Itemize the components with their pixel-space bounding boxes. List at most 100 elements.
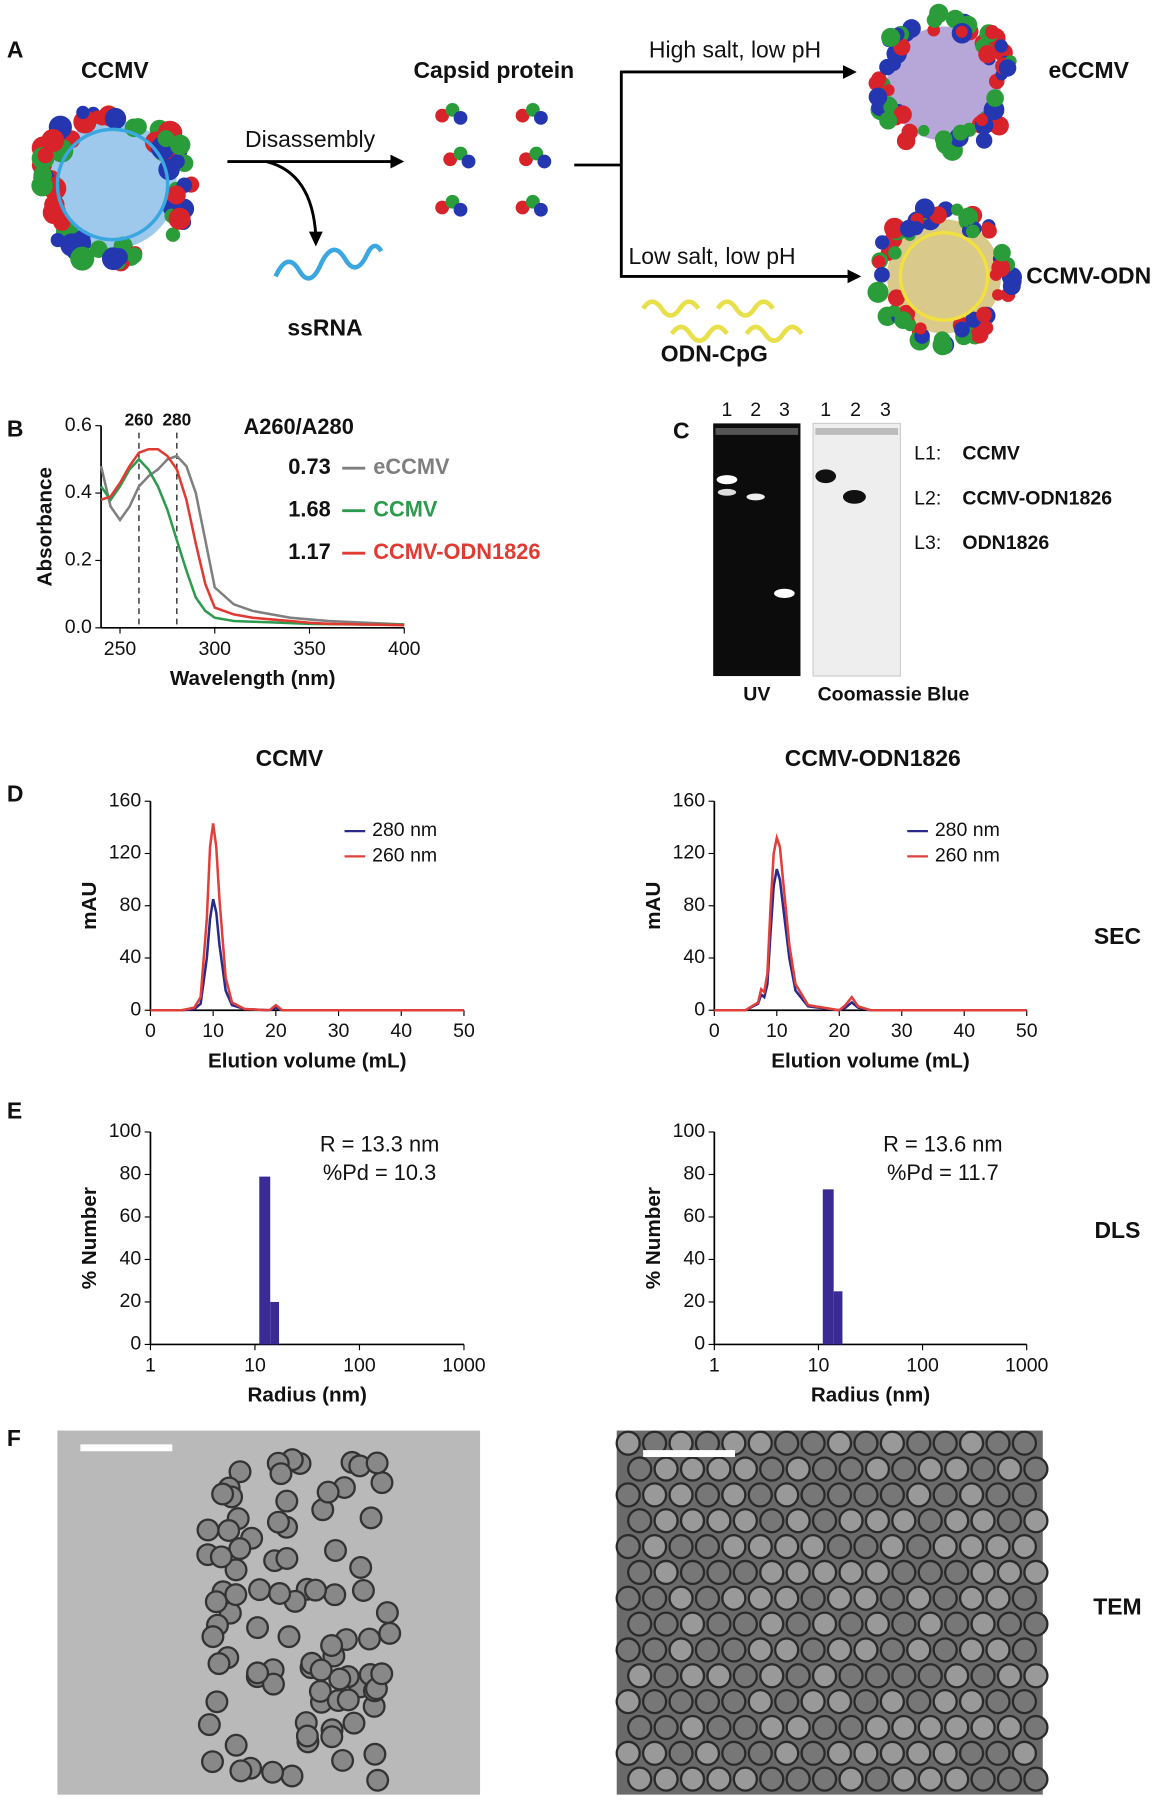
tem-particle	[1023, 1663, 1049, 1689]
tem-particle	[996, 1508, 1023, 1534]
column-title: CCMV	[256, 745, 324, 771]
protein-blob	[453, 202, 468, 217]
ssrna-icon	[273, 243, 384, 281]
x-tick-label: 1	[145, 1354, 156, 1376]
tem-particle	[800, 1533, 826, 1560]
tem-particle	[917, 1766, 943, 1792]
tem-particle	[679, 1508, 706, 1534]
tem-particle	[853, 1688, 879, 1715]
capsid-subunit	[955, 25, 968, 38]
y-tick-label: 60	[683, 1205, 705, 1227]
capsid-subunit	[50, 232, 65, 248]
tem-particle	[906, 1688, 932, 1715]
gel-bands	[715, 427, 899, 598]
tem-particle	[864, 1714, 891, 1741]
tem-particle	[668, 1482, 694, 1508]
tem-particle	[891, 1456, 917, 1482]
tem-particle	[269, 1462, 293, 1486]
x-tick-label: 50	[453, 1020, 475, 1042]
legend-label: 280 nm	[372, 819, 437, 841]
row-label: DLS	[1094, 1217, 1140, 1243]
tem-particle	[1011, 1482, 1038, 1508]
tem-particle	[277, 1625, 301, 1649]
gel-legend-lane: L1:	[914, 443, 941, 465]
x-axis-label: Elution volume (mL)	[771, 1049, 970, 1072]
y-axis-label: % Number	[78, 1187, 101, 1289]
tem-particle	[826, 1533, 853, 1560]
tem-particle	[879, 1740, 905, 1766]
tem-particle	[706, 1559, 732, 1586]
y-tick-label: 20	[120, 1290, 142, 1312]
y-tick-label: 80	[683, 894, 705, 916]
tem-particle	[275, 1489, 299, 1513]
tem-particle	[1011, 1637, 1038, 1663]
capsid-subunit	[991, 258, 1011, 278]
capsid-subunit	[952, 124, 969, 141]
x-axis-label: Radius (nm)	[811, 1384, 930, 1407]
marker-label: 260	[125, 410, 154, 430]
tem-particle	[365, 1451, 389, 1475]
lane-number: 1	[722, 399, 733, 421]
tem-particle	[932, 1585, 958, 1611]
scheme-label: Low salt, low pH	[628, 243, 795, 269]
tem-particle	[679, 1611, 706, 1637]
tem-particle	[679, 1766, 706, 1792]
capsid-subunit	[986, 89, 1004, 107]
tem-particle	[732, 1663, 758, 1689]
capsid-subunit	[951, 203, 964, 216]
bar	[822, 1189, 834, 1345]
capsid-subunit	[926, 12, 943, 28]
tem-image	[57, 1430, 481, 1795]
tem-particle	[932, 1688, 958, 1715]
tem-particle	[706, 1456, 732, 1482]
scheme-label: ssRNA	[287, 314, 362, 340]
tem-particle	[879, 1688, 905, 1715]
y-tick-label: 100	[673, 1120, 706, 1142]
tem-particle	[996, 1456, 1023, 1482]
protein-blob	[453, 111, 468, 125]
tem-particle	[615, 1740, 641, 1766]
capsid-subunit	[41, 129, 65, 153]
tem-particle	[944, 1559, 970, 1586]
capsid-subunit	[166, 185, 186, 205]
capsid-protein-icon	[435, 194, 468, 217]
tem-particle	[331, 1748, 355, 1772]
tem-particle	[970, 1663, 996, 1689]
tem-particle	[785, 1611, 811, 1637]
tem-particle	[879, 1533, 905, 1560]
tem-particle	[853, 1482, 879, 1508]
tem-particle	[615, 1533, 641, 1560]
tem-particle	[246, 1616, 270, 1640]
arrowhead	[847, 269, 862, 284]
tem-particle	[958, 1482, 985, 1508]
tem-particle	[785, 1508, 811, 1534]
tem-particle	[853, 1740, 879, 1766]
tem-particle	[627, 1559, 653, 1586]
tem-particle	[800, 1430, 826, 1456]
panel-label: C	[673, 418, 690, 444]
x-tick-label: 30	[891, 1020, 913, 1042]
y-tick-label: 120	[109, 842, 142, 864]
tem-particle	[891, 1663, 917, 1689]
y-axis-label: % Number	[642, 1187, 665, 1289]
tem-particle	[747, 1533, 773, 1560]
protein-blob	[534, 202, 548, 217]
protein-blob	[534, 111, 548, 125]
tem-particle	[246, 1661, 270, 1685]
tem-particle	[732, 1559, 758, 1586]
tem-particle	[838, 1611, 864, 1637]
tem-particle	[375, 1601, 399, 1625]
tem-particle	[209, 1545, 233, 1569]
capsid-subunit	[169, 134, 191, 156]
tem-particle	[932, 1637, 958, 1663]
protein-blob	[435, 108, 450, 123]
protein-blob	[515, 200, 530, 215]
y-tick-label: 80	[683, 1163, 705, 1185]
x-tick-label: 20	[265, 1020, 287, 1042]
tem-particle	[668, 1688, 694, 1715]
tem-particle	[653, 1508, 679, 1534]
tem-particle	[864, 1611, 891, 1637]
tem-particle	[932, 1740, 958, 1766]
tem-particle	[694, 1740, 721, 1766]
protein-blob	[515, 108, 530, 123]
